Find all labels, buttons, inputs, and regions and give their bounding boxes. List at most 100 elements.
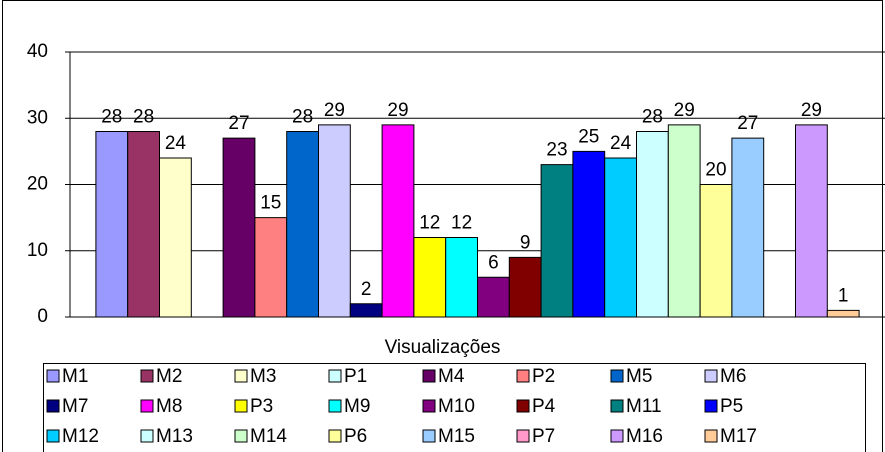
- legend-label: M2: [156, 366, 182, 387]
- legend-swatch: [140, 369, 154, 383]
- legend-swatch: [610, 429, 624, 443]
- legend-label: P2: [532, 366, 555, 387]
- legend-swatch: [610, 399, 624, 413]
- bar: [445, 237, 479, 318]
- legend-label: M12: [62, 426, 99, 447]
- legend-swatch: [516, 429, 530, 443]
- legend-label: M8: [156, 396, 182, 417]
- bar: [95, 131, 129, 318]
- legend-box: [43, 363, 866, 452]
- bar: [349, 303, 383, 318]
- legend-swatch: [234, 429, 248, 443]
- bar: [604, 157, 638, 318]
- legend-label: M15: [438, 426, 475, 447]
- legend-swatch: [704, 429, 718, 443]
- data-label: 29: [801, 100, 822, 121]
- bar: [127, 131, 160, 318]
- data-label: 6: [488, 252, 499, 273]
- data-label: 24: [165, 133, 187, 154]
- legend-label: M5: [626, 366, 652, 387]
- legend-swatch: [516, 369, 530, 383]
- y-tick-label: 30: [27, 107, 48, 128]
- legend-label: M4: [438, 366, 465, 387]
- legend-swatch: [46, 369, 60, 383]
- data-label: 28: [133, 107, 154, 128]
- data-label: 9: [520, 232, 531, 253]
- legend-label: M6: [720, 366, 746, 387]
- data-label: 15: [260, 193, 281, 214]
- data-label: 29: [674, 100, 695, 121]
- data-label: 29: [387, 100, 408, 121]
- legend-swatch: [704, 369, 718, 383]
- data-label: 27: [228, 113, 249, 134]
- legend-label: M7: [62, 396, 88, 417]
- legend-label: M17: [720, 426, 757, 447]
- bar: [413, 237, 447, 318]
- x-axis-label: Visualizações: [385, 337, 501, 358]
- bar: [508, 256, 542, 318]
- legend-label: M13: [156, 426, 193, 447]
- legend-label: M10: [438, 396, 475, 417]
- legend-label: M1: [62, 366, 88, 387]
- bar: [826, 309, 860, 318]
- data-label: 28: [292, 107, 313, 128]
- legend-swatch: [140, 399, 154, 413]
- y-tick-label: 20: [27, 174, 48, 195]
- bar: [381, 124, 415, 318]
- bar: [540, 164, 574, 318]
- legend-swatch: [422, 369, 436, 383]
- data-label: 27: [737, 113, 758, 134]
- legend-swatch: [46, 429, 60, 443]
- legend-swatch: [234, 399, 248, 413]
- data-label: 1: [838, 285, 849, 306]
- data-label: 20: [705, 160, 726, 181]
- data-label: 29: [324, 100, 345, 121]
- bar: [222, 137, 256, 318]
- bar: [318, 124, 351, 318]
- data-label: 12: [419, 213, 440, 234]
- bar: [795, 124, 828, 318]
- legend-label: M11: [626, 396, 662, 417]
- data-label: 24: [610, 133, 632, 154]
- legend-swatch: [516, 399, 530, 413]
- bar: [572, 150, 606, 318]
- legend-swatch: [140, 429, 154, 443]
- legend-swatch: [422, 429, 436, 443]
- data-label: 2: [361, 279, 372, 300]
- legend-swatch: [328, 399, 342, 413]
- legend-label: M16: [626, 426, 663, 447]
- legend-label: M3: [250, 366, 276, 387]
- bar: [159, 157, 192, 318]
- legend-label: M14: [250, 426, 287, 447]
- legend-swatch: [422, 399, 436, 413]
- legend-swatch: [46, 399, 60, 413]
- legend-label: P4: [532, 396, 556, 417]
- bar: [636, 131, 669, 318]
- bar: [667, 124, 701, 318]
- legend-swatch: [328, 429, 342, 443]
- bar: [477, 276, 510, 318]
- bar: [699, 184, 733, 318]
- y-tick-label: 0: [37, 306, 48, 327]
- legend-label: P6: [344, 426, 367, 447]
- legend-label: P7: [532, 426, 555, 447]
- legend-swatch: [328, 369, 342, 383]
- data-label: 28: [101, 107, 122, 128]
- legend-label: P5: [720, 396, 743, 417]
- data-label: 12: [451, 213, 472, 234]
- y-tick-label: 40: [27, 41, 48, 62]
- bar: [286, 131, 320, 318]
- data-label: 25: [578, 126, 599, 147]
- legend-label: P1: [344, 366, 367, 387]
- legend-swatch: [610, 369, 624, 383]
- data-label: 23: [546, 140, 567, 161]
- bar: [254, 217, 288, 318]
- bar: [731, 137, 765, 318]
- legend-label: M9: [344, 396, 370, 417]
- legend-swatch: [234, 369, 248, 383]
- data-label: 28: [642, 107, 663, 128]
- y-tick-label: 10: [27, 240, 48, 261]
- legend-label: P3: [250, 396, 273, 417]
- legend-swatch: [704, 399, 718, 413]
